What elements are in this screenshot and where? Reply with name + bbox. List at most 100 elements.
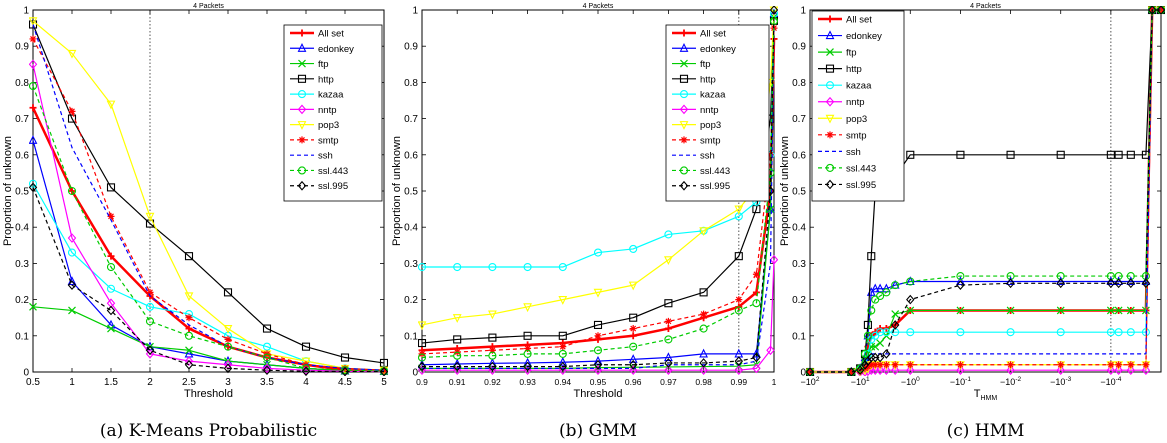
- y-tick-label: 0.3: [15, 259, 29, 270]
- legend-entry-kazaa: kazaa: [290, 90, 344, 101]
- legend-entry-ftp: ftp: [290, 59, 329, 70]
- legend-marker: [680, 136, 688, 144]
- data-point-kazaa: [67, 248, 77, 257]
- x-tick-label: 0.5: [26, 377, 40, 388]
- y-tick-label: 0.6: [404, 150, 418, 161]
- legend-label: ssl.443: [700, 166, 730, 177]
- data-point-pop3: [523, 303, 532, 313]
- data-point-ssl-443: [882, 288, 891, 297]
- data-point-ssl-443: [145, 317, 155, 326]
- data-point-nntp: [628, 365, 638, 376]
- legend-marker: [825, 30, 835, 40]
- data-point-ftp: [871, 342, 880, 351]
- data-point-nntp: [734, 365, 744, 376]
- data-point-nntp: [875, 365, 885, 376]
- x-tick-label: 0.9: [416, 377, 428, 387]
- data-point-edonkey: [628, 354, 638, 363]
- data-point-http: [301, 342, 311, 351]
- data-point-smtp: [629, 325, 637, 333]
- legend-entry-edonkey: edonkey: [672, 43, 736, 55]
- y-tick-label: 0.2: [792, 295, 806, 306]
- legend-marker: [680, 59, 688, 68]
- data-point-kazaa: [1106, 328, 1115, 337]
- x-tick-exponent: -2: [1015, 376, 1021, 383]
- legend-label: ftp: [700, 59, 711, 70]
- series-ssh: [32, 24, 385, 371]
- x-tick-label: 0.99: [731, 377, 748, 387]
- data-point-pop3: [145, 212, 155, 222]
- legend-label: edonkey: [318, 44, 354, 55]
- legend-marker: [825, 81, 835, 90]
- x-tick-label: 1: [69, 377, 75, 388]
- data-point-kazaa: [629, 244, 638, 253]
- data-point-nntp: [184, 356, 194, 366]
- legend-label: All set: [318, 29, 344, 40]
- data-point-ssl-995: [418, 361, 427, 372]
- data-point-smtp: [876, 361, 884, 369]
- legend-label: ftp: [846, 48, 857, 59]
- legend-entry-http: http: [672, 74, 716, 85]
- data-point-pop3: [593, 288, 603, 298]
- data-point-smtp: [752, 270, 760, 278]
- data-point-ssl-443: [223, 342, 233, 351]
- legend-label: ssl.995: [846, 180, 876, 191]
- data-point-kazaa: [453, 262, 462, 272]
- data-point-pop3: [223, 325, 233, 334]
- data-point-nntp: [1141, 365, 1151, 376]
- y-tick-label: 0.8: [792, 78, 806, 89]
- chart-title: 4 Packets: [193, 3, 224, 10]
- y-tick-label: 0.3: [792, 259, 806, 270]
- data-point-nntp: [769, 254, 778, 265]
- legend-marker: [297, 166, 307, 175]
- y-tick-label: 1: [23, 6, 29, 17]
- data-point-ssl-443: [664, 335, 673, 344]
- data-point-kazaa: [664, 230, 673, 239]
- data-point-ftp: [107, 324, 115, 333]
- data-point-ssl-443: [340, 366, 350, 375]
- data-point-http: [956, 150, 965, 159]
- data-point-ftp: [1006, 306, 1015, 315]
- x-tick-exponent: -1: [965, 376, 971, 383]
- y-tick-label: 0.2: [404, 295, 418, 306]
- series-line-ssh: [32, 24, 385, 371]
- data-point-edonkey: [664, 352, 673, 362]
- legend-entry-ssh: ssh: [818, 147, 861, 158]
- data-point-edonkey: [29, 135, 38, 144]
- data-point-nntp: [29, 59, 38, 70]
- legend-label: kazaa: [318, 90, 344, 101]
- x-tick-exponent: 2: [816, 376, 820, 383]
- data-point-smtp: [700, 310, 708, 318]
- series-ssl-443: [418, 16, 778, 362]
- series-ssl-995: [806, 6, 1165, 376]
- legend-entry-ssl-995: ssl.995: [290, 180, 348, 192]
- data-point-smtp: [559, 343, 567, 351]
- legend-entry-nntp: nntp: [818, 96, 865, 108]
- y-axis-label: Proportion of unknown: [779, 136, 791, 246]
- x-tick-label: 0.96: [625, 377, 642, 387]
- legend-entry-smtp: smtp: [818, 130, 867, 141]
- data-point-http: [67, 114, 77, 123]
- data-point-nntp: [145, 349, 155, 359]
- legend-marker: [826, 15, 834, 23]
- data-point-smtp: [956, 361, 964, 369]
- legend-entry-ssh: ssh: [672, 151, 715, 162]
- data-point-kazaa: [593, 248, 603, 257]
- legend-entry-pop3: pop3: [672, 120, 721, 131]
- legend-label: smtp: [700, 135, 721, 146]
- data-point-kazaa: [523, 262, 532, 272]
- series-line-ssl-443: [32, 85, 385, 372]
- x-tick-label: −10-4: [1100, 376, 1121, 387]
- data-point-ssl-443: [29, 81, 38, 91]
- legend: All set edonkey ftp http kazaa nntp pop3 smtp ss…: [665, 24, 770, 202]
- data-point-ftp: [68, 306, 76, 315]
- data-point-ssl-995: [1114, 278, 1123, 289]
- data-point-kazaa: [1056, 328, 1065, 337]
- x-tick-label: −10-2: [1000, 376, 1021, 387]
- data-point-http: [418, 338, 427, 348]
- data-point-nntp: [766, 345, 775, 356]
- y-tick-label: 0.3: [404, 259, 418, 270]
- data-point-pop3: [664, 256, 673, 266]
- legend-marker: [297, 104, 307, 115]
- data-point-edonkey: [593, 355, 603, 365]
- data-point-http: [340, 353, 350, 362]
